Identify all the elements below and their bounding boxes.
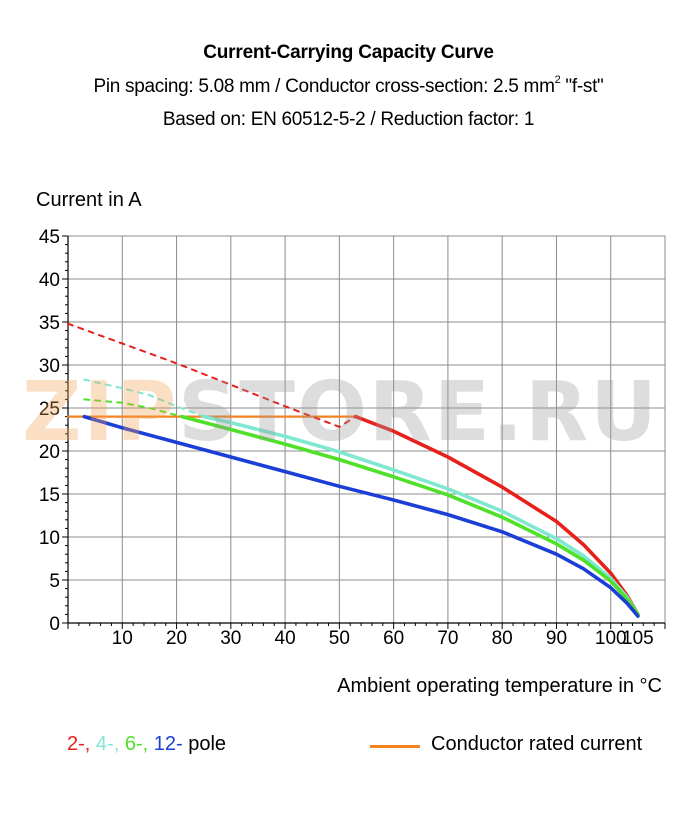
x-tick-label: 30 [220, 628, 241, 649]
x-tick-label: 20 [166, 628, 187, 649]
series-line-4-dashed [83, 378, 205, 418]
y-tick-label: 45 [39, 227, 60, 248]
legend-rated-line-swatch [370, 745, 420, 748]
y-tick-label: 25 [39, 399, 60, 420]
x-tick-label: 60 [383, 628, 404, 649]
legend-poles: 2-, 4-, 6-, 12- pole [67, 733, 226, 756]
x-tick-label: 50 [329, 628, 350, 649]
y-tick-label: 0 [49, 614, 60, 635]
subtitle-tail: "f-st" [560, 76, 604, 97]
watermark: ZIPSTORE.RU [22, 365, 659, 460]
x-axis-label: Ambient operating temperature in °C [337, 675, 662, 697]
watermark-part1: ZIP [22, 365, 179, 460]
x-tick-label: 105 [622, 628, 654, 649]
legend-rated-label: Conductor rated current [431, 733, 643, 755]
series-line-6 [180, 414, 640, 617]
legend-pole-entry: 12- [153, 733, 183, 755]
series-line-12 [82, 414, 640, 618]
legend-pole-entry: pole [182, 733, 227, 755]
x-tick-label: 70 [437, 628, 458, 649]
y-tick-label: 5 [49, 571, 60, 592]
series-line-6-dashed [83, 398, 183, 418]
x-tick-label: 40 [275, 628, 296, 649]
x-tick-label: 90 [546, 628, 567, 649]
y-axis-label: Current in A [36, 189, 142, 211]
y-tick-label: 30 [39, 356, 60, 377]
watermark-part2: STORE.RU [178, 365, 659, 460]
legend-pole-entry: 4- [95, 733, 114, 755]
chart-subtitle-standard: Based on: EN 60512-5-2 / Reduction facto… [162, 109, 535, 130]
x-tick-label: 10 [112, 628, 133, 649]
y-tick-label: 20 [39, 442, 60, 463]
x-tick-label: 80 [492, 628, 513, 649]
legend-pole-entry: , [142, 733, 154, 755]
legend-pole-entry: 6- [124, 733, 143, 755]
series-line-2-dashed [67, 322, 357, 428]
y-tick-label: 15 [39, 485, 60, 506]
chart-title: Current-Carrying Capacity Curve [203, 42, 494, 63]
chart-subtitle-pin-spacing: Pin spacing: 5.08 mm / Conductor cross-s… [0, 74, 697, 98]
series-line-2 [353, 414, 640, 617]
y-tick-label: 35 [39, 313, 60, 334]
legend-pole-entry: , [113, 733, 125, 755]
y-tick-label: 10 [39, 528, 60, 549]
subtitle-superscript: 2 [554, 74, 561, 86]
y-tick-label: 40 [39, 270, 60, 291]
subtitle-text: Pin spacing: 5.08 mm / Conductor cross-s… [93, 76, 555, 97]
legend-pole-entry: 2- [67, 733, 85, 755]
legend-pole-entry: , [84, 733, 96, 755]
x-tick-label: 100 [595, 628, 627, 649]
